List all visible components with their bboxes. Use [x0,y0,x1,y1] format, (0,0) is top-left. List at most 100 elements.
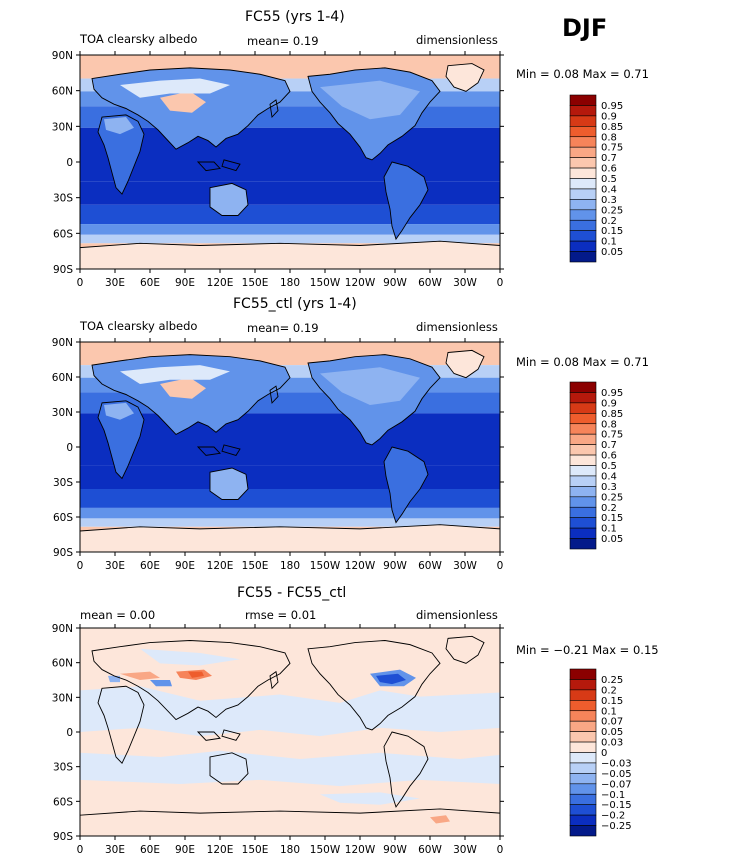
colorbar-label: 0.25 [601,492,623,503]
lat-tick-label: 60N [52,86,73,98]
colorbar-swatch [569,486,597,498]
colorbar-label: 0.75 [601,143,623,154]
lon-tick-label: 90W [383,844,407,856]
lon-tick-label: 30E [105,277,125,289]
lon-tick-label: 90W [383,277,407,289]
colorbar-label: −0.1 [601,790,625,801]
lat-tick-label: 60S [53,512,73,524]
colorbar-swatch [569,517,597,529]
lat-tick-label: 30N [52,692,73,704]
colorbar-swatch [569,115,597,127]
colorbar-label: 0.25 [601,675,623,686]
colorbar-swatch [569,178,597,190]
colorbar-swatch [569,506,597,518]
colorbar-label: −0.2 [601,811,625,822]
colorbar-swatch [569,741,597,753]
lon-tick-label: 30E [105,844,125,856]
colorbar-label: 0.8 [601,132,617,143]
lon-tick-label: 60E [140,277,160,289]
colorbar-label: 0.85 [601,122,623,133]
lon-tick-label: 90E [175,560,195,572]
lon-tick-label: 60E [140,844,160,856]
colorbar-label: 0.03 [601,738,623,749]
colorbar-swatch [569,668,597,680]
colorbar-swatch [569,773,597,785]
colorbar-swatch [569,804,597,816]
lat-tick-label: 90S [53,264,73,276]
colorbar-swatch [569,392,597,404]
colorbar-label: 0.07 [601,717,623,728]
colorbar-label: 0.2 [601,685,617,696]
lon-tick-label: 120E [207,277,234,289]
colorbar-swatch [569,689,597,701]
lon-tick-label: 0 [77,277,84,289]
colorbar-swatch [569,433,597,445]
colorbar-swatch [569,199,597,211]
colorbar-swatch [569,94,597,106]
colorbar-swatch [569,219,597,231]
lon-tick-label: 180 [280,560,300,572]
lon-tick-label: 60E [140,560,160,572]
colorbar-swatch [569,731,597,743]
colorbars: 0.950.90.850.80.750.70.60.50.40.30.250.2… [569,94,632,837]
lat-tick-label: 30S [53,762,73,774]
colorbar-swatch [569,793,597,805]
colorbar-swatch [569,496,597,508]
colorbar-swatch [569,381,597,393]
colorbar-label: 0.05 [601,534,623,545]
panel-3-mean-label: mean = 0.00 [80,608,156,622]
colorbar-label: 0.6 [601,451,617,462]
colorbar-swatch [569,527,597,539]
colorbar-swatch [569,720,597,732]
colorbar-label: 0.95 [601,388,623,399]
colorbar-label: 0 [601,748,607,759]
colorbar-swatch [569,762,597,774]
lon-tick-label: 150W [310,277,341,289]
lon-tick-label: 150E [242,560,269,572]
colorbar-swatch [569,251,597,263]
lon-tick-label: 0 [77,560,84,572]
colorbar-label: 0.7 [601,153,617,164]
lon-tick-label: 120W [345,277,376,289]
colorbar-label: 0.1 [601,237,617,248]
lat-tick-label: 60S [53,228,73,240]
lat-tick-label: 30N [52,407,73,419]
colorbar-label: 0.15 [601,696,623,707]
lon-tick-label: 0 [497,277,504,289]
colorbar-swatch [569,230,597,242]
colorbar-label: 0.15 [601,513,623,524]
panel-1-variable-label: TOA clearsky albedo [80,32,198,46]
colorbar-swatch [569,444,597,456]
lon-tick-label: 60W [418,277,442,289]
colorbar-swatch [569,157,597,169]
lat-tick-label: 60S [53,796,73,808]
lon-tick-label: 60W [418,844,442,856]
colorbar-swatch [569,752,597,764]
panel-2-min-max: Min = 0.08 Max = 0.71 [516,355,649,369]
lon-tick-label: 150W [310,560,341,572]
colorbar-swatch [569,402,597,414]
panel-2-title: FC55_ctl (yrs 1-4) [233,296,357,312]
panel-3-rmse-label: rmse = 0.01 [245,608,317,622]
lat-tick-label: 90S [53,831,73,843]
lon-tick-label: 180 [280,277,300,289]
colorbar-label: 0.6 [601,164,617,175]
colorbar-swatch [569,679,597,691]
lon-tick-label: 120E [207,844,234,856]
colorbar-label: 0.9 [601,398,617,409]
lat-tick-label: 30N [52,121,73,133]
colorbar-label: 0.25 [601,205,623,216]
colorbar-swatch [569,209,597,221]
lat-tick-label: 0 [66,442,73,454]
colorbar-label: 0.15 [601,226,623,237]
colorbar-label: 0.4 [601,471,617,482]
colorbar-swatch [569,454,597,466]
lon-tick-label: 120W [345,560,376,572]
colorbar-swatch [569,167,597,179]
lon-tick-label: 180 [280,844,300,856]
lat-tick-label: 0 [66,727,73,739]
colorbar-swatch [569,783,597,795]
panel-2-variable-label: TOA clearsky albedo [80,319,198,333]
lat-tick-label: 90N [52,337,73,349]
colorbar-label: −0.25 [601,821,632,832]
